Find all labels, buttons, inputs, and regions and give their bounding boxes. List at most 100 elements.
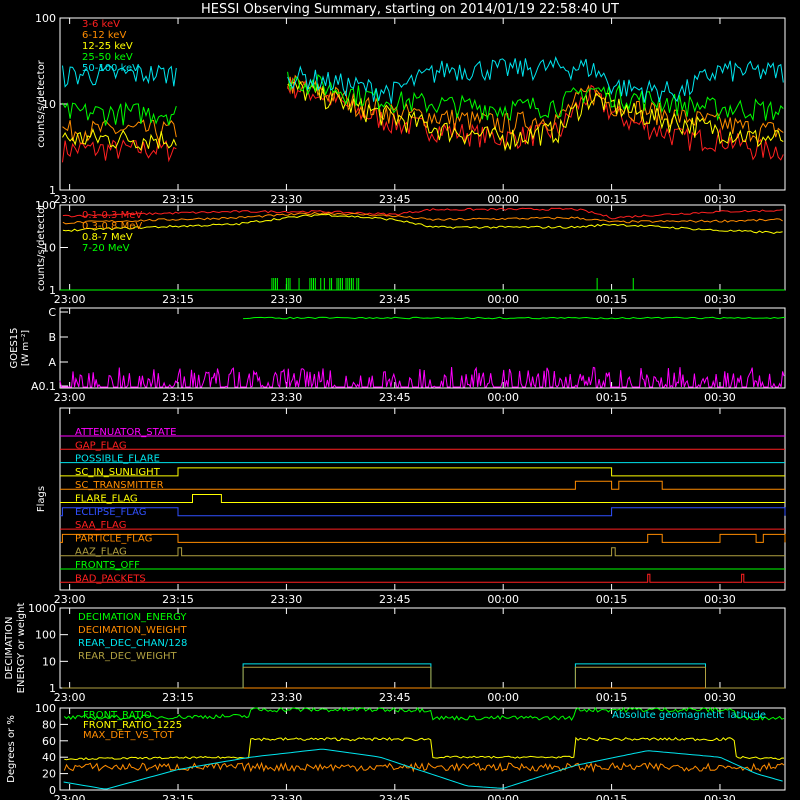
y-axis-label: counts/s/detector xyxy=(36,203,47,291)
flag-label: AAZ_FLAG xyxy=(75,547,127,558)
legend-entry: 12-25 keV xyxy=(82,41,133,52)
panels: 23:00 23:15 23:30 23:45 00:00 00:15 00:3011010… xyxy=(4,12,786,800)
y-tick-label: B xyxy=(48,331,56,344)
panel-rates-high: 23:00 23:15 23:30 23:45 00:00 00:15 00:30 1 10 10… xyxy=(35,199,786,306)
time-tick-label: 23:45 xyxy=(379,293,411,306)
time-tick-label: 00:00 xyxy=(487,293,519,306)
series-line xyxy=(63,761,785,773)
series-line xyxy=(62,74,784,145)
flag-line xyxy=(60,494,785,503)
time-tick-label: 00:00 xyxy=(487,793,519,800)
series-line xyxy=(63,707,785,721)
legend-entry: REAR_DEC_WEIGHT xyxy=(78,651,177,662)
time-tick-label: 23:30 xyxy=(271,293,303,306)
time-tick-label: 23:30 xyxy=(271,391,303,404)
flag-line xyxy=(60,573,785,583)
legend-entry: 0.8-7 MeV xyxy=(82,232,133,243)
legend-entry: FRONT_RATIO_1225 xyxy=(83,720,182,731)
y-axis-label: DECIMATION xyxy=(4,616,15,679)
y-axis-label: GOES15 xyxy=(9,327,20,368)
flag-line xyxy=(60,547,785,557)
time-tick-label: 23:00 xyxy=(54,593,86,606)
time-tick-label: 00:00 xyxy=(487,391,519,404)
series-line xyxy=(62,666,785,689)
series-line xyxy=(62,77,784,163)
legend-entry: 25-50 keV xyxy=(82,52,133,63)
flag-label: FRONTS_OFF xyxy=(75,560,140,571)
flag-line xyxy=(60,533,786,543)
time-tick-label: 00:15 xyxy=(596,293,628,306)
time-tick-label: 23:15 xyxy=(162,293,194,306)
panel-ratios-frame xyxy=(59,707,786,791)
y-axis-label: Degrees or % xyxy=(6,715,17,783)
series-line xyxy=(62,71,784,126)
time-tick-label: 23:30 xyxy=(271,193,303,206)
time-tick-label: 23:30 xyxy=(271,793,303,800)
y-tick-label: 40 xyxy=(42,751,56,764)
y-tick-label: C xyxy=(48,306,56,319)
time-tick-label: 23:00 xyxy=(54,293,86,306)
series-line xyxy=(62,81,784,152)
flag-label: PARTICLE_FLAG xyxy=(75,533,152,544)
flag-label: FLARE_FLAG xyxy=(75,494,138,505)
time-tick-label: 00:15 xyxy=(596,793,628,800)
flag-label: BAD_PACKETS xyxy=(75,573,146,584)
legend-entry: DECIMATION_WEIGHT xyxy=(78,625,187,636)
panel-goes: 23:00 23:15 23:30 23:45 00:00 00:15 00:30 A0.1 A… xyxy=(9,306,786,404)
time-tick-label: 00:15 xyxy=(596,691,628,704)
time-tick-label: 00:00 xyxy=(487,593,519,606)
series-line xyxy=(243,316,786,320)
y-axis-label: Flags xyxy=(36,486,47,512)
legend-entry: REAR_DEC_CHAN/128 xyxy=(78,638,187,649)
y-axis-unit: [W m⁻²] xyxy=(21,330,31,366)
panel-ratios: 23:00 23:15 23:30 23:45 00:00 00:15 00:30 0 20 40… xyxy=(6,702,786,800)
y-tick-label: 100 xyxy=(35,702,56,715)
legend-entry: FRONT_RATIO xyxy=(83,710,152,721)
legend-entry: MAX_DET_VS_TOT xyxy=(83,730,175,741)
time-tick-label: 00:15 xyxy=(596,193,628,206)
panel-decimation: 23:00 23:15 23:30 23:45 00:00 00:15 00:30 1 10 10… xyxy=(4,602,786,704)
time-tick-label: 23:45 xyxy=(379,593,411,606)
time-tick-label: 00:15 xyxy=(596,391,628,404)
legend-entry: 0.1-0.3 MeV xyxy=(82,210,142,221)
flag-label: ECLIPSE_FLAG xyxy=(75,507,146,518)
flag-label: ATTENUATOR_STATE xyxy=(75,427,176,438)
time-tick-label: 23:45 xyxy=(379,193,411,206)
time-tick-label: 00:00 xyxy=(487,691,519,704)
legend-entry: 6-12 keV xyxy=(82,30,126,41)
y-tick-label: 1 xyxy=(49,184,56,197)
y-tick-label: 10 xyxy=(42,98,56,111)
legend-entry: Absolute geomagnetic latitude xyxy=(612,710,766,721)
time-tick-label: 23:15 xyxy=(162,193,194,206)
time-tick-label: 23:00 xyxy=(54,691,86,704)
legend-entry: DECIMATION_ENERGY xyxy=(78,612,187,623)
chart-title: HESSI Observing Summary, starting on 201… xyxy=(201,2,619,17)
series-line xyxy=(62,213,783,235)
series-line xyxy=(64,736,785,761)
y-tick-label: 100 xyxy=(35,12,56,25)
time-tick-label: 00:30 xyxy=(704,691,736,704)
y-tick-label: 0 xyxy=(49,784,56,797)
panel-rates-low-frame xyxy=(59,17,786,191)
y-axis-label-2: ENERGY or weight xyxy=(16,603,27,694)
flag-label: POSSIBLE_FLARE xyxy=(75,454,160,465)
series-line xyxy=(62,207,783,220)
y-tick-label: 1 xyxy=(49,284,56,297)
series-line xyxy=(59,366,785,389)
time-tick-label: 00:00 xyxy=(487,193,519,206)
flag-label: SC_IN_SUNLIGHT xyxy=(75,467,161,478)
panel-flags-frame xyxy=(59,407,786,591)
flag-label: GAP_FLAG xyxy=(75,440,127,451)
y-axis-label: counts/s/detector xyxy=(36,59,47,147)
flag-label: SC_TRANSMITTER xyxy=(75,480,164,491)
y-tick-label: 10 xyxy=(42,655,56,668)
time-tick-label: 00:30 xyxy=(704,391,736,404)
time-tick-label: 23:30 xyxy=(271,593,303,606)
y-tick-label: 20 xyxy=(42,768,56,781)
time-tick-label: 23:15 xyxy=(162,793,194,800)
time-tick-label: 00:15 xyxy=(596,593,628,606)
y-tick-label: 80 xyxy=(42,718,56,731)
time-tick-label: 23:00 xyxy=(54,193,86,206)
panel-goes-frame xyxy=(59,307,786,389)
